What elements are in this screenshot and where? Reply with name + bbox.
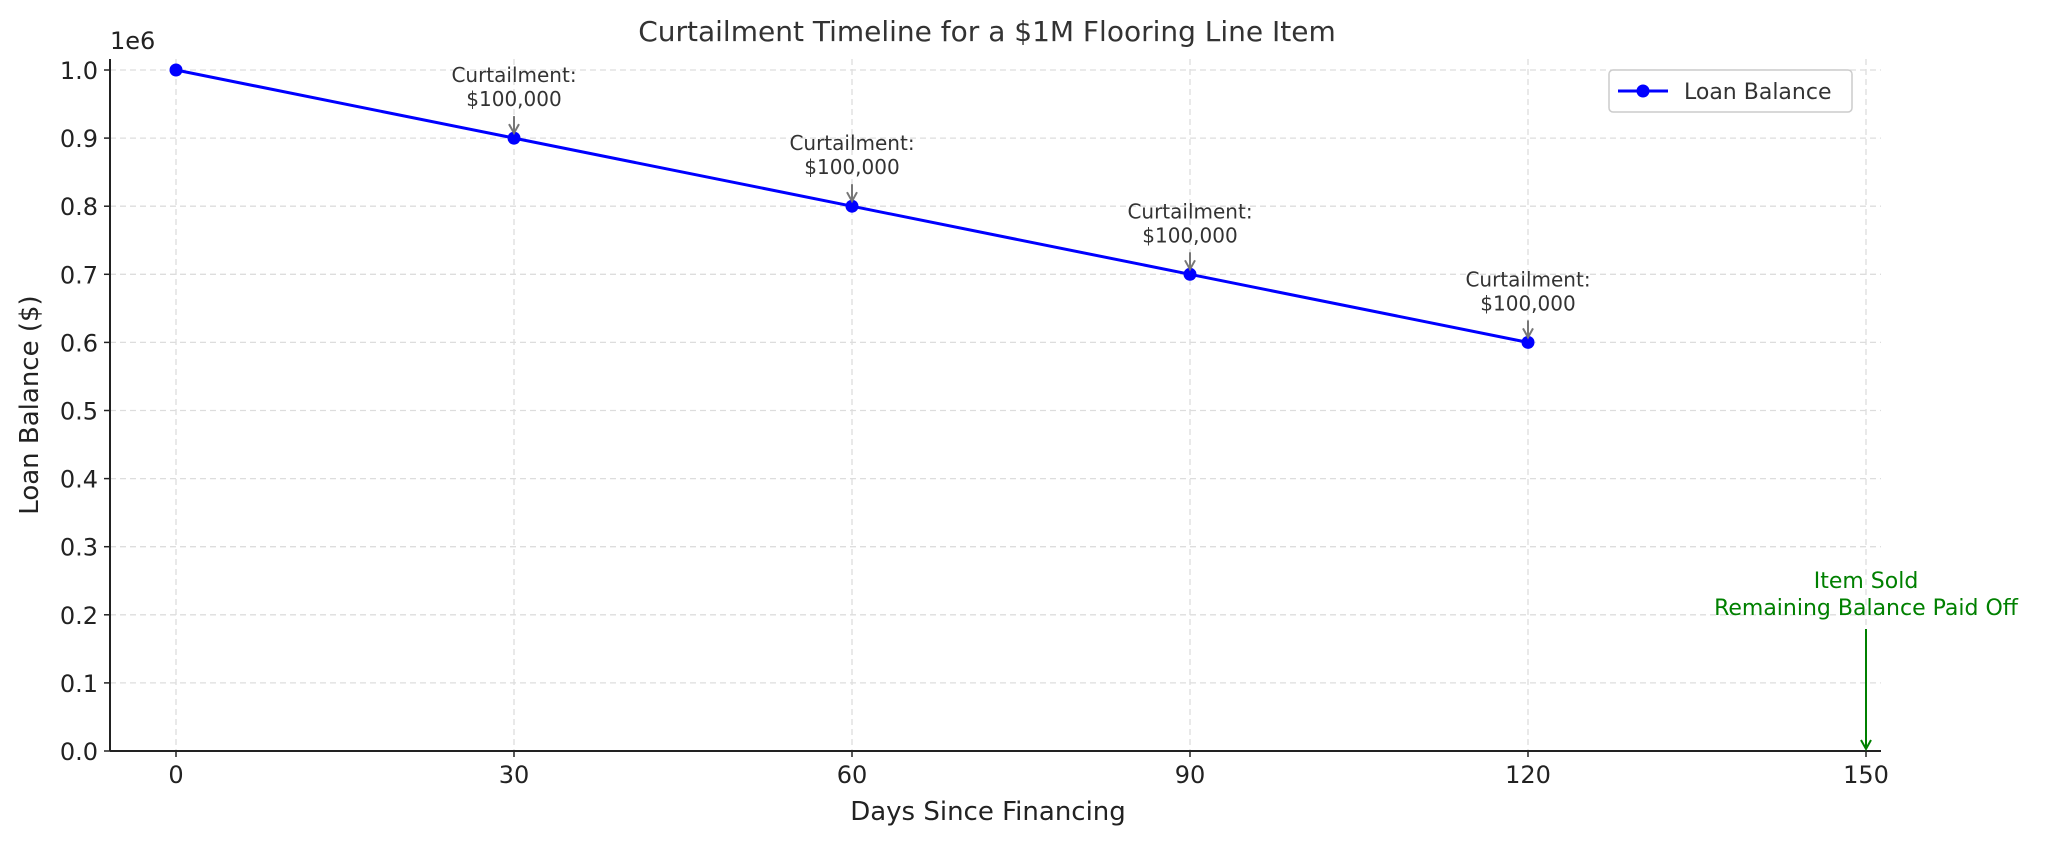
annotation-arrow-head xyxy=(1522,327,1534,340)
annotations: Curtailment:$100,000Curtailment:$100,000… xyxy=(451,63,2019,752)
axes: 0 30 60 90 120 150 0.0 0.1 0.2 0.3 0.4 0.5 0.6 0.7 0.8… xyxy=(60,57,1889,789)
data-point xyxy=(1183,267,1197,281)
y-tick-label: 0.5 xyxy=(60,398,98,426)
final-annotation-subtitle: Remaining Balance Paid Off xyxy=(1714,596,2019,621)
legend-box xyxy=(1608,69,1853,113)
legend-marker xyxy=(1636,84,1650,98)
data-point xyxy=(1521,335,1535,349)
chart-title: Curtailment Timeline for a $1M Flooring … xyxy=(638,15,1336,48)
data-point xyxy=(507,131,521,145)
series xyxy=(169,63,1535,349)
annotation-label: Curtailment: xyxy=(451,63,576,87)
data-point xyxy=(845,199,859,213)
annotation-arrow-head xyxy=(846,191,858,204)
data-point xyxy=(169,63,183,77)
final-annotation-title: Item Sold xyxy=(1814,569,1919,594)
y-tick-label: 0.1 xyxy=(60,670,98,698)
y-tick-label: 0.9 xyxy=(60,125,98,153)
annotation-value: $100,000 xyxy=(466,87,561,111)
y-tick-label: 0.4 xyxy=(60,466,98,494)
annotation-arrow-head xyxy=(508,123,520,136)
legend-label: Loan Balance xyxy=(1684,80,1832,105)
y-tick-label: 0.7 xyxy=(60,261,98,289)
annotation-label: Curtailment: xyxy=(789,131,914,155)
x-tick-label: 90 xyxy=(1175,761,1206,789)
y-tick-label: 1.0 xyxy=(60,57,98,85)
annotation-value: $100,000 xyxy=(804,155,899,179)
y-tick-label: 0.2 xyxy=(60,602,98,630)
x-axis-label: Days Since Financing xyxy=(850,797,1126,827)
annotation-arrow-head xyxy=(1184,259,1196,272)
annotation-label: Curtailment: xyxy=(1465,267,1590,291)
grid xyxy=(110,59,1881,752)
y-offset-label: 1e6 xyxy=(110,27,155,55)
legend: Loan Balance xyxy=(1608,69,1853,113)
y-axis-label: Loan Balance ($) xyxy=(15,295,45,514)
final-annotation-arrow-head xyxy=(1860,739,1872,752)
x-tick-label: 60 xyxy=(837,761,868,789)
x-tick-label: 30 xyxy=(499,761,530,789)
x-tick-label: 120 xyxy=(1505,761,1551,789)
y-tick-label: 0.6 xyxy=(60,329,98,357)
y-tick-label: 0.3 xyxy=(60,534,98,562)
x-tick-label: 0 xyxy=(168,761,183,789)
x-tick-label: 150 xyxy=(1843,761,1889,789)
y-tick-label: 0.0 xyxy=(60,738,98,766)
y-tick-label: 0.8 xyxy=(60,193,98,221)
annotation-value: $100,000 xyxy=(1142,223,1237,247)
annotation-label: Curtailment: xyxy=(1127,199,1252,223)
annotation-value: $100,000 xyxy=(1480,291,1575,315)
